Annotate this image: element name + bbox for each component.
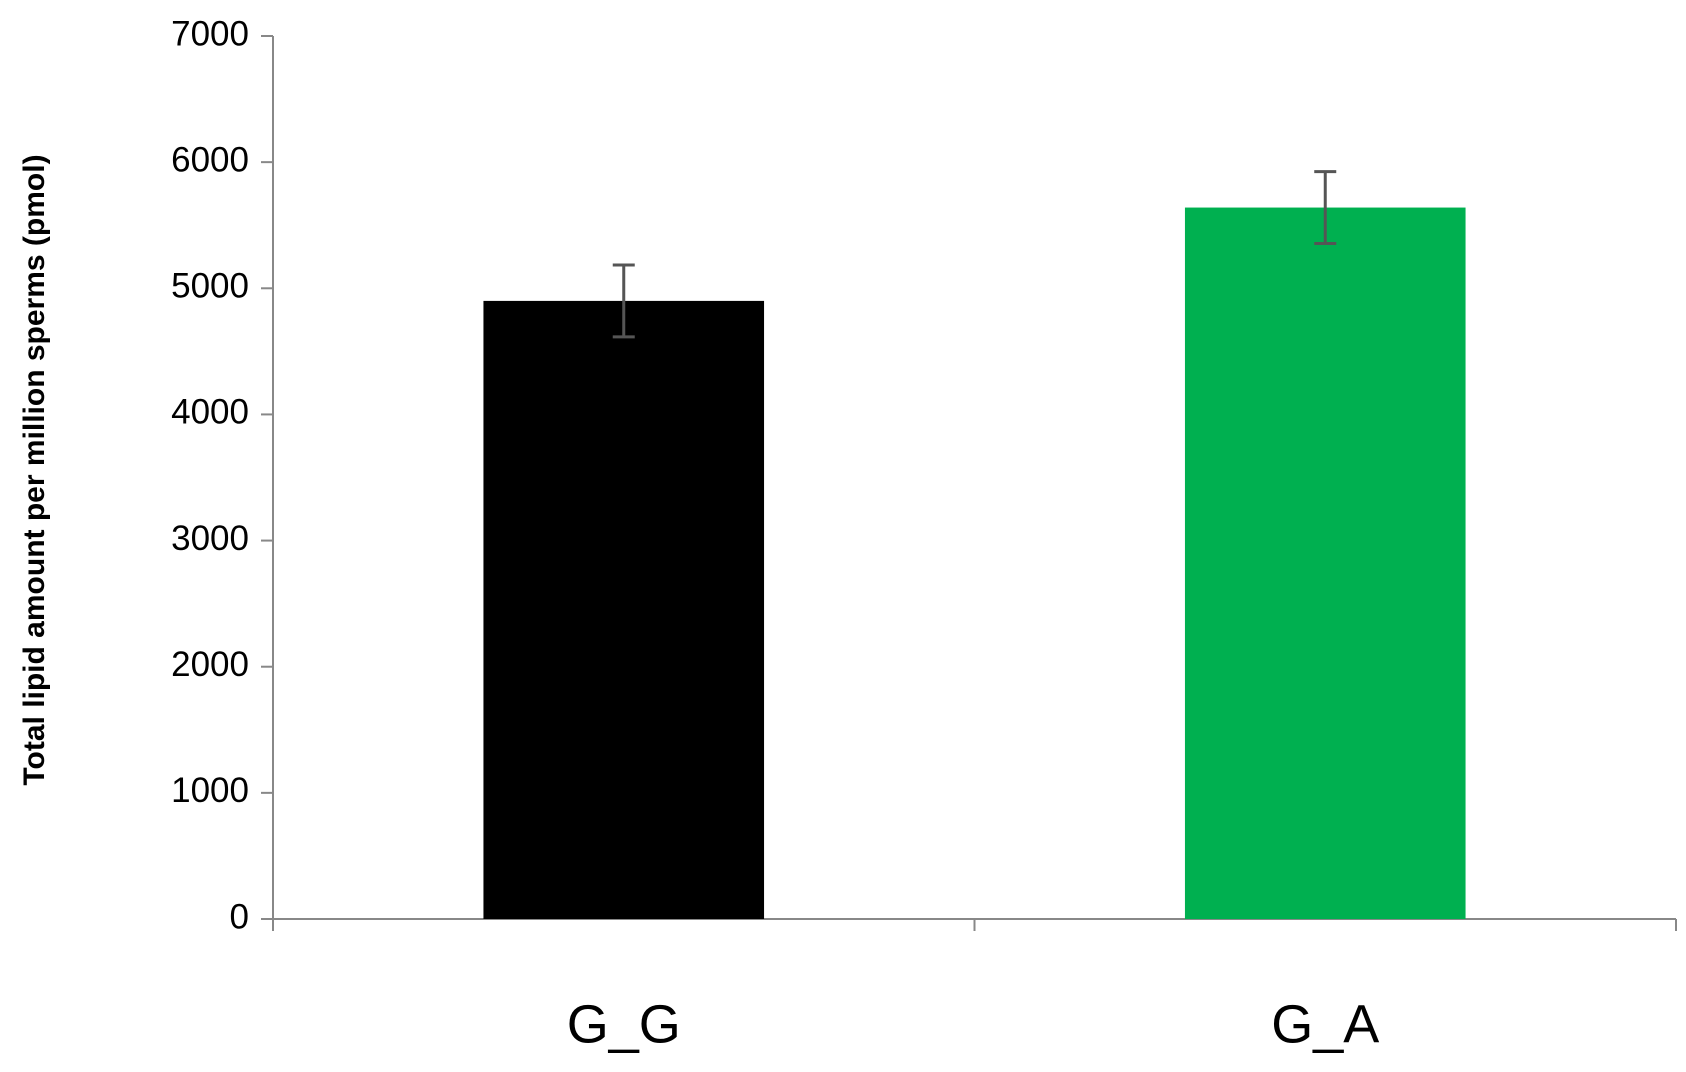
y-tick-label: 0	[230, 897, 249, 936]
error-bar	[1314, 170, 1337, 246]
error-bar	[612, 263, 635, 339]
y-tick-label: 1000	[171, 771, 249, 810]
y-tick-label: 7000	[171, 14, 249, 53]
x-tick-label: G_A	[1271, 994, 1379, 1054]
y-tick-label: 5000	[171, 267, 249, 306]
y-tick-label: 6000	[171, 140, 249, 179]
bar	[483, 300, 765, 919]
y-tick-label: 2000	[171, 645, 249, 684]
y-axis-label: Total lipid amount per million sperms (p…	[18, 154, 51, 785]
y-tick-label: 4000	[171, 393, 249, 432]
bar	[1184, 207, 1466, 919]
y-tick-label: 3000	[171, 519, 249, 558]
x-tick-label: G_G	[567, 994, 681, 1054]
